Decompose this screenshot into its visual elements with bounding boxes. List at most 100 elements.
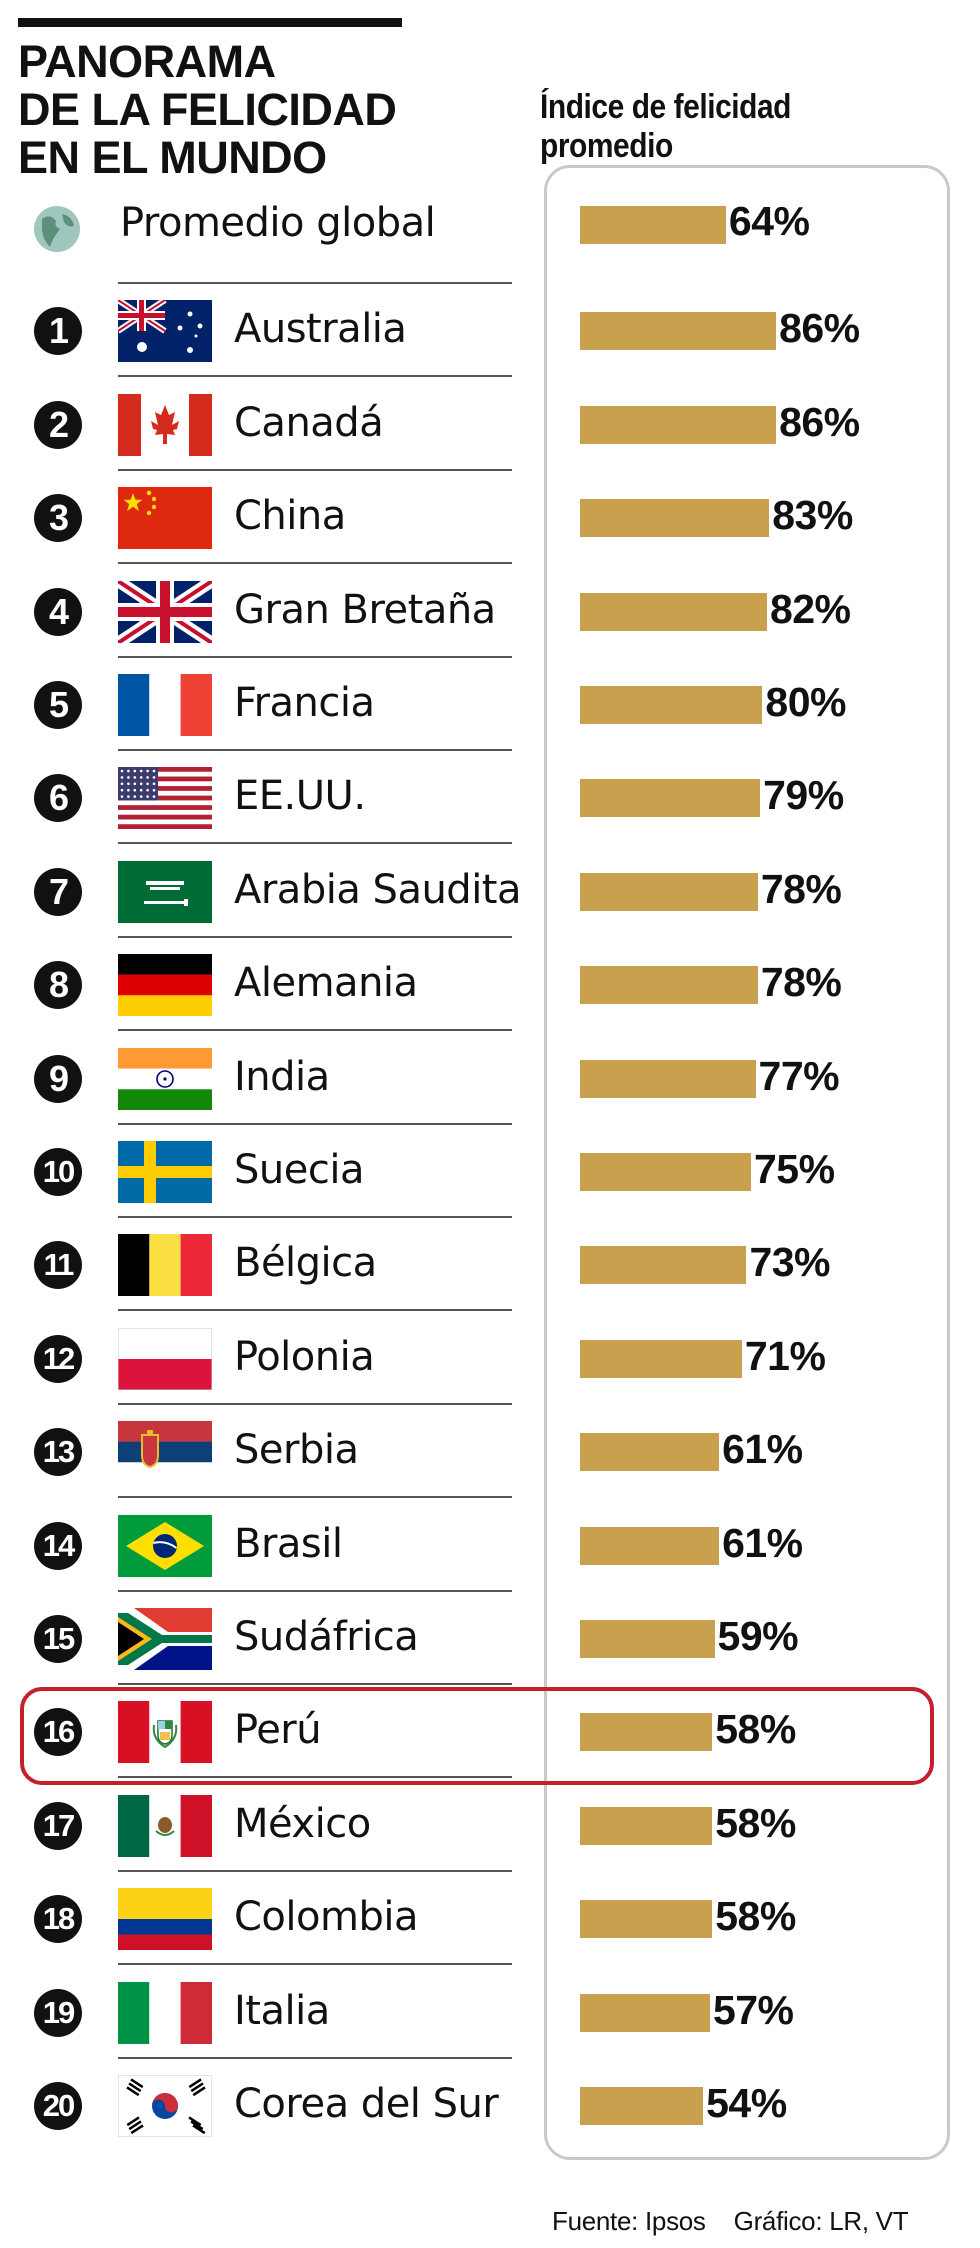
bar <box>580 1339 742 1378</box>
rank-badge: 11 <box>34 1241 82 1290</box>
value-label: 80% <box>765 679 846 725</box>
bar <box>580 206 726 244</box>
ranking-row-highlighted: 16 Perú 58% <box>0 1684 980 1779</box>
peru-flag <box>118 1701 212 1764</box>
rank-badge: 8 <box>34 961 82 1010</box>
value-label: 71% <box>744 1332 826 1379</box>
country-name: Sudáfrica <box>234 1614 419 1660</box>
globe-icon <box>32 204 82 254</box>
ranking-row: 4 Gran Bretaña 82% <box>0 564 980 658</box>
ranking-row: 9 India 77% <box>0 1031 980 1125</box>
row-divider <box>118 282 512 284</box>
bar <box>580 1993 710 2032</box>
rank-badge: 14 <box>34 1521 82 1570</box>
row-divider <box>118 468 512 471</box>
ranking-row: 17 México 58% <box>0 1778 980 1872</box>
ranking-row: 10 Suecia 75% <box>0 1124 980 1218</box>
source-credit: Fuente: Ipsos <box>552 2206 706 2236</box>
uk-flag <box>118 580 212 643</box>
france-flag <box>118 674 212 736</box>
country-name: Polonia <box>234 1333 375 1380</box>
rank-badge: 15 <box>34 1615 82 1663</box>
country-name: Francia <box>234 680 375 726</box>
rank-badge: 5 <box>34 681 82 729</box>
south-korea-flag <box>118 2075 212 2137</box>
value-label: 78% <box>760 865 842 912</box>
australia-flag <box>118 300 212 363</box>
germany-flag <box>118 954 212 1017</box>
country-name: Arabia Saudita <box>234 866 522 913</box>
value-label: 54% <box>706 2080 787 2126</box>
serbia-flag <box>118 1421 212 1484</box>
ranking-row: 14 Brasil 61% <box>0 1498 980 1592</box>
title-rule <box>18 18 402 27</box>
rank-badge: 7 <box>34 867 82 916</box>
bar <box>580 1246 747 1285</box>
bar <box>580 405 777 444</box>
bar <box>580 872 758 911</box>
row-divider <box>118 1309 512 1312</box>
row-divider <box>118 842 512 845</box>
row-divider <box>118 1029 512 1032</box>
sweden-flag <box>118 1141 212 1203</box>
bar <box>580 779 761 818</box>
rank-badge: 13 <box>34 1428 82 1477</box>
bar <box>580 1900 713 1939</box>
row-divider <box>118 1496 512 1499</box>
highlight-box <box>20 1687 934 1785</box>
country-name: Alemania <box>234 960 418 1007</box>
bar <box>580 1526 720 1565</box>
country-name: Serbia <box>234 1427 359 1474</box>
country-name: China <box>234 493 346 540</box>
country-name: Colombia <box>234 1894 418 1941</box>
graphic-credit: Gráfico: LR, VT <box>733 2206 909 2236</box>
south-africa-flag <box>118 1608 212 1670</box>
value-label: 77% <box>758 1052 840 1099</box>
value-label: 86% <box>779 305 860 352</box>
value-label: 78% <box>760 959 842 1006</box>
value-label: 58% <box>715 1706 796 1753</box>
saudi-arabia-flag <box>118 860 212 923</box>
chart-title: PANORAMA DE LA FELICIDAD EN EL MUNDO <box>18 36 397 183</box>
poland-flag <box>118 1327 212 1390</box>
rank-badge: 19 <box>34 1988 82 2037</box>
bar <box>580 1713 713 1752</box>
ranking-row: 8 Alemania 78% <box>0 937 980 1032</box>
country-name: Perú <box>234 1707 322 1754</box>
rank-badge: 17 <box>34 1801 82 1850</box>
value-label: 83% <box>772 492 853 539</box>
bar <box>580 1433 720 1472</box>
rank-badge: 4 <box>34 587 82 636</box>
ranking-row: 15 Sudáfrica 59% <box>0 1591 980 1685</box>
colombia-flag <box>118 1888 212 1951</box>
row-divider <box>118 1216 512 1218</box>
title-line-1: PANORAMA <box>18 36 276 87</box>
title-line-3: EN EL MUNDO <box>18 132 327 183</box>
ranking-row: 20 Corea del Sur 54% <box>0 2058 980 2151</box>
india-flag <box>118 1047 212 1110</box>
global-average-label: Promedio global <box>120 200 436 246</box>
row-divider <box>118 749 512 751</box>
value-column-header: Índice de felicidad promedio <box>540 88 792 165</box>
bar <box>580 1620 715 1658</box>
usa-flag <box>118 767 212 830</box>
footer: Fuente: Ipsos Gráfico: LR, VT <box>552 2206 909 2237</box>
value-label: 73% <box>749 1239 830 1286</box>
bar <box>580 499 770 538</box>
value-label: 58% <box>715 1893 796 1940</box>
row-divider <box>118 1683 512 1685</box>
value-label: 61% <box>722 1426 803 1473</box>
rank-badge: 10 <box>34 1148 82 1196</box>
country-name: México <box>234 1800 371 1847</box>
ranking-row: 19 Italia 57% <box>0 1965 980 2059</box>
value-label: 58% <box>715 1799 796 1846</box>
country-name: Canadá <box>234 399 384 446</box>
ranking-row: 2 Canadá 86% <box>0 377 980 471</box>
value-label: 61% <box>722 1519 803 1566</box>
ranking-row: 3 China 83% <box>0 470 980 565</box>
value-label: 75% <box>754 1146 835 1192</box>
country-name: Bélgica <box>234 1240 377 1287</box>
bar <box>580 1059 756 1098</box>
bar <box>580 686 763 724</box>
rank-badge: 9 <box>34 1054 82 1103</box>
